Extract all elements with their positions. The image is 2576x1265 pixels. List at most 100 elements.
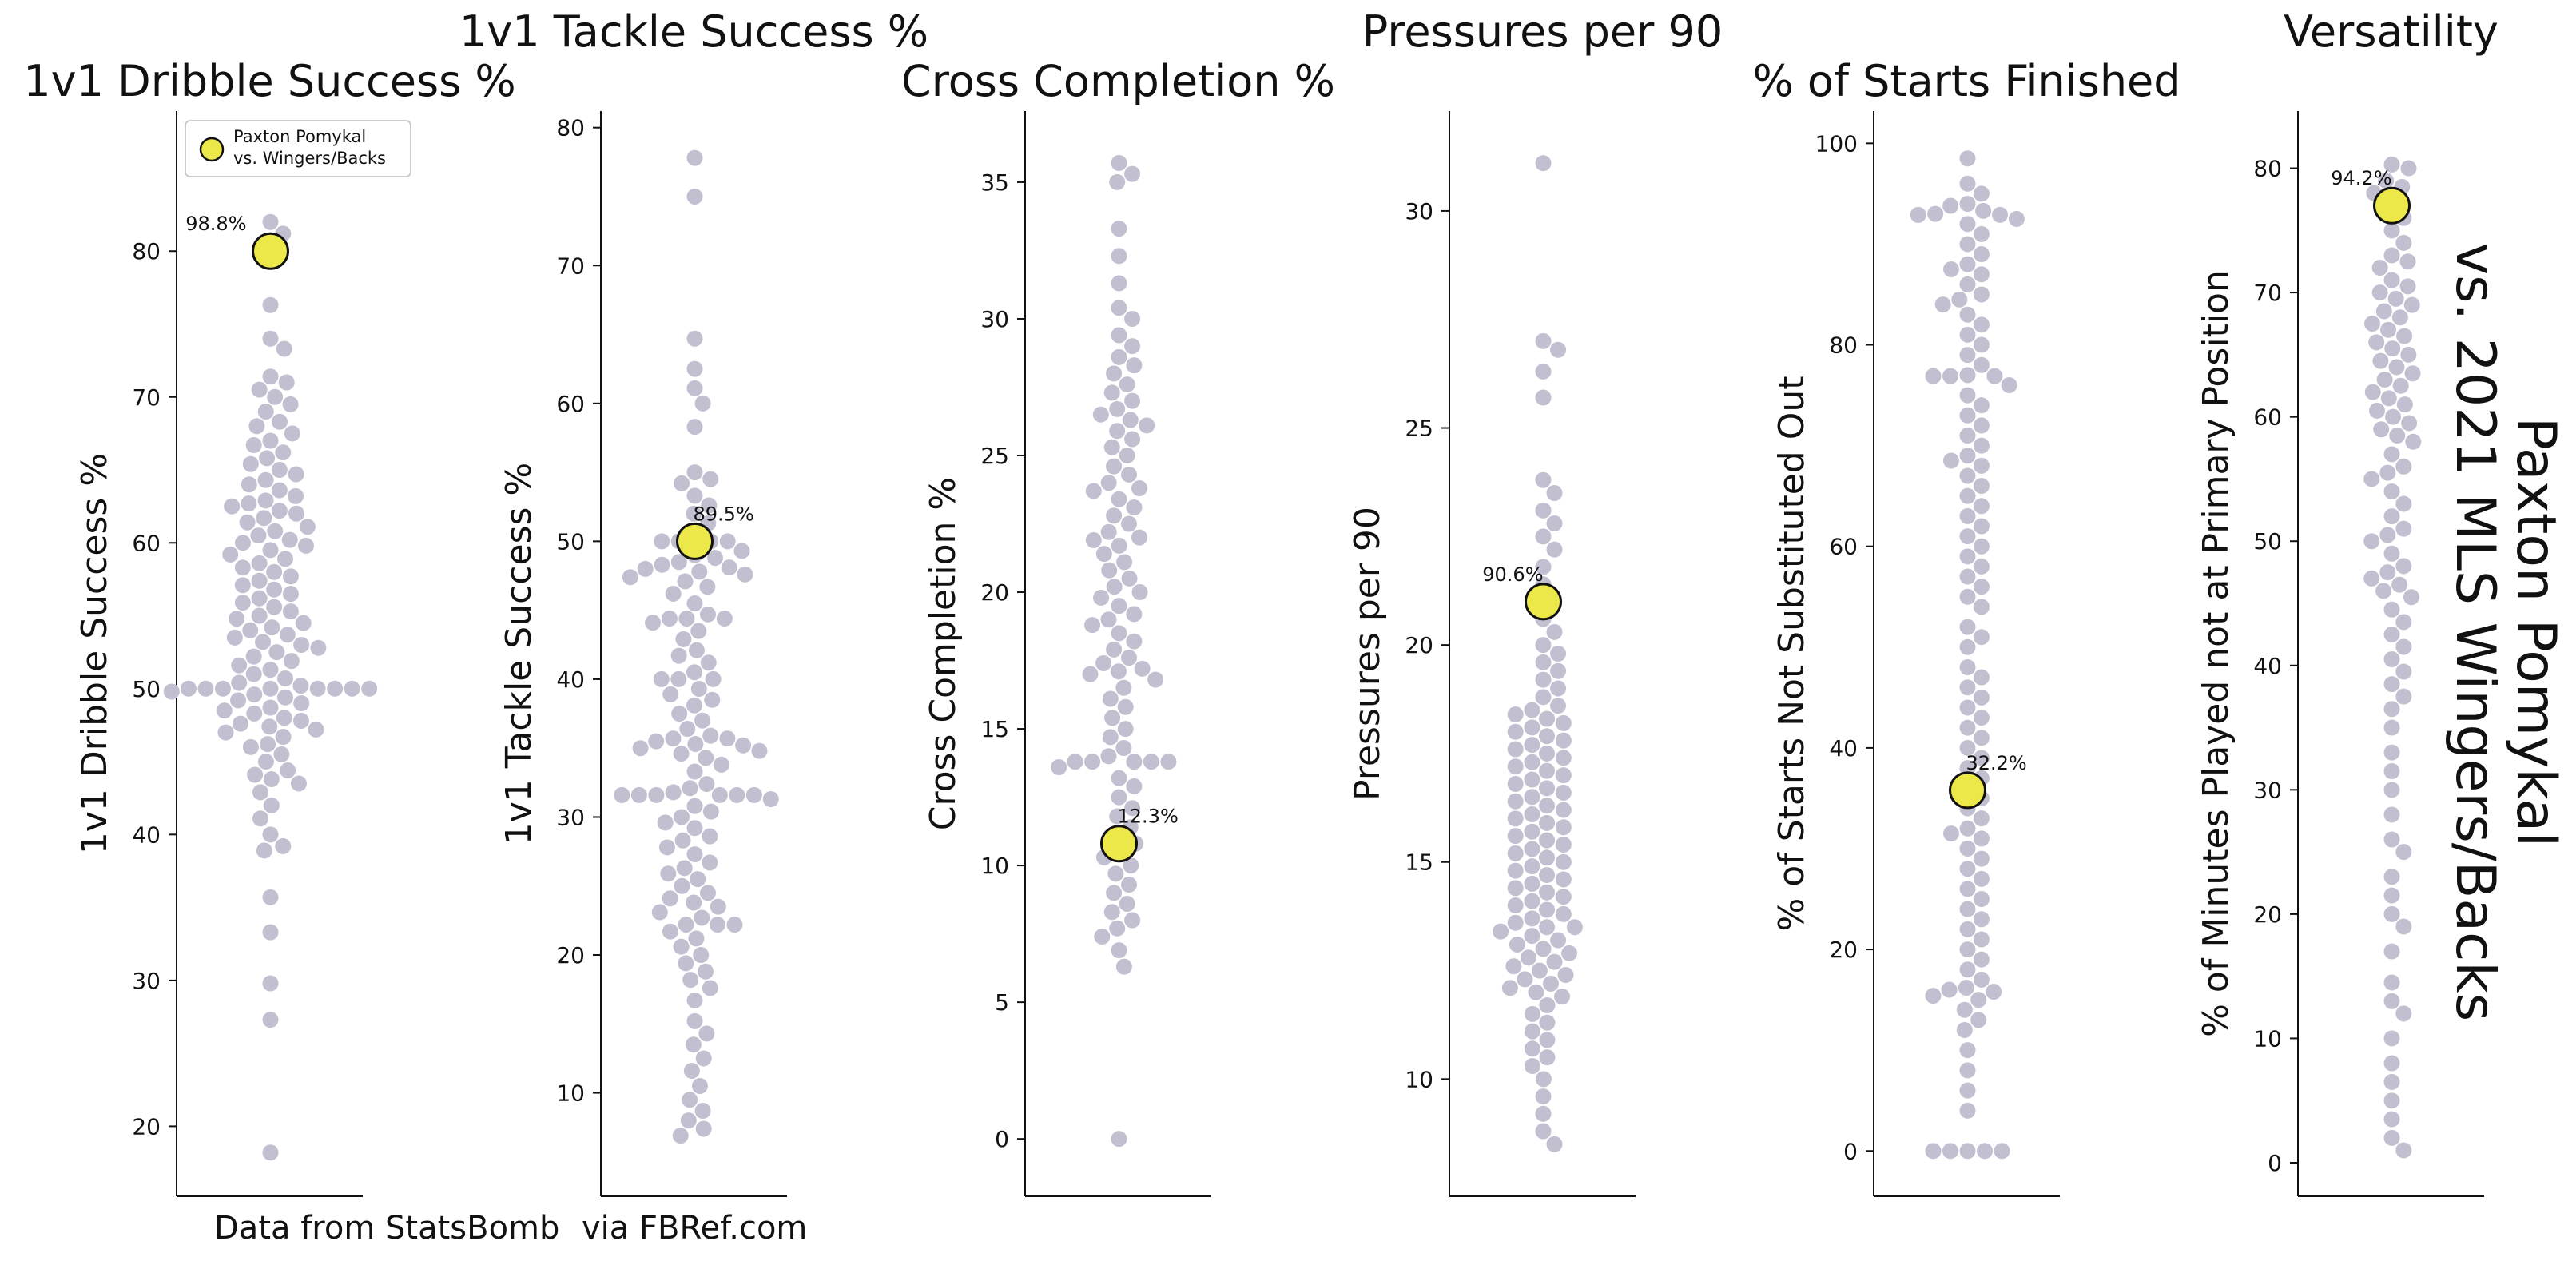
data-point (1550, 662, 1567, 679)
chart-title: Pressures per 90 (1362, 6, 1723, 57)
data-point (1524, 875, 1540, 892)
data-point (1121, 570, 1138, 587)
data-point (1959, 638, 1976, 655)
data-point (1124, 310, 1141, 327)
data-point (1535, 155, 1552, 172)
data-point (690, 623, 707, 639)
data-point (1131, 584, 1148, 601)
data-point (268, 644, 285, 661)
data-point (1524, 910, 1540, 927)
data-point (1539, 919, 1556, 936)
data-point (2400, 160, 2417, 177)
data-point (1942, 1143, 1958, 1160)
data-point (1554, 989, 1571, 1005)
data-point (264, 619, 280, 636)
data-point (217, 724, 234, 741)
data-point (1147, 671, 1164, 688)
data-point (282, 568, 299, 585)
data-point (1101, 562, 1118, 579)
data-point (1509, 936, 1525, 953)
data-point (1557, 966, 1574, 983)
data-point (197, 680, 214, 697)
data-point (1094, 929, 1111, 945)
data-point (282, 603, 299, 620)
data-point (674, 877, 690, 894)
data-point (1507, 793, 1524, 810)
data-point (1124, 800, 1141, 817)
data-point (662, 923, 678, 940)
data-point (1973, 870, 1990, 887)
data-point (1119, 376, 1135, 393)
data-point (1910, 206, 1926, 223)
data-point (262, 680, 279, 697)
data-point (2363, 570, 2380, 587)
chart-panel-5: 0 20 40 60 80 100 % of Starts Finished % of Sta… (1752, 56, 2181, 1197)
data-point (1067, 754, 1083, 770)
data-point (262, 699, 279, 716)
data-point (262, 432, 279, 449)
data-point (678, 917, 694, 933)
data-point (1111, 537, 1127, 554)
data-point (263, 797, 280, 813)
data-point (1111, 300, 1127, 316)
y-axis-label: % of Starts Not Substituted Out (1771, 376, 1812, 932)
data-point (2392, 377, 2409, 394)
y-tick-label: 40 (556, 666, 585, 693)
data-point (1925, 368, 1942, 384)
data-point (699, 579, 716, 595)
data-point (713, 756, 729, 773)
data-point (2395, 1142, 2412, 1159)
data-point (271, 462, 288, 479)
data-point (1959, 216, 1976, 233)
data-point (694, 1103, 711, 1120)
data-point (1942, 197, 1959, 214)
data-point (648, 733, 665, 750)
legend-line2: vs. Wingers/Backs (233, 149, 386, 168)
data-point (1550, 341, 1567, 358)
data-point (1524, 893, 1540, 909)
data-point (1555, 732, 1572, 749)
data-point (1959, 719, 1976, 736)
player-percentile-label: 89.5% (694, 503, 754, 525)
data-point (1124, 912, 1141, 929)
data-point (283, 653, 300, 670)
chart-title: 1v1 Tackle Success % (459, 6, 928, 57)
data-point (1973, 246, 1990, 263)
data-point (1925, 1143, 1942, 1160)
data-point (686, 697, 702, 714)
data-point (2383, 993, 2400, 1009)
y-tick-label: 25 (1405, 416, 1433, 442)
data-point (1539, 901, 1556, 918)
data-point (1959, 619, 1976, 635)
data-point (1507, 862, 1524, 879)
data-point (281, 531, 298, 548)
data-point (1973, 891, 1990, 908)
data-point (645, 615, 662, 631)
player-point (676, 522, 714, 560)
y-tick-label: 70 (132, 384, 161, 411)
data-point (262, 662, 279, 678)
data-point (2399, 253, 2416, 270)
data-point (1992, 206, 2009, 223)
data-point (262, 924, 279, 941)
data-point (288, 487, 304, 504)
data-point (241, 476, 257, 493)
y-tick-label: 40 (1829, 735, 1858, 762)
data-point (2364, 384, 2381, 400)
data-point (2383, 1030, 2400, 1047)
data-point (2368, 402, 2385, 419)
data-point (2383, 887, 2400, 904)
data-point (2383, 831, 2400, 848)
data-point (672, 1128, 689, 1144)
y-axis-label: Cross Completion % (923, 477, 964, 830)
data-point (1959, 507, 1976, 524)
data-point (1528, 984, 1544, 1000)
data-point (1539, 996, 1556, 1013)
data-point (1539, 849, 1556, 866)
y-tick-label: 0 (995, 1126, 1009, 1152)
data-point (686, 846, 703, 863)
data-point (2395, 638, 2412, 655)
data-point (361, 680, 378, 697)
data-point (266, 563, 283, 580)
data-point (1959, 1143, 1976, 1160)
